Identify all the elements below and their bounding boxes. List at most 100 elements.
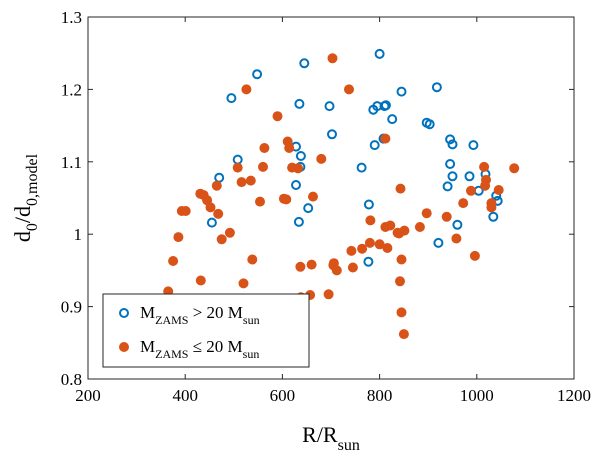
x-tick-label: 1200 — [557, 386, 591, 405]
data-point — [294, 98, 305, 109]
data-point — [259, 143, 270, 153]
data-point — [395, 183, 406, 194]
data-point — [214, 172, 225, 183]
data-point — [328, 260, 339, 271]
data-point — [327, 129, 337, 140]
legend-entry-low-mass: MZAMS ≤ 20 Msun — [119, 337, 259, 361]
data-point — [272, 111, 283, 122]
data-point — [452, 219, 463, 230]
data-point — [424, 119, 435, 130]
data-point — [396, 86, 407, 97]
data-point — [363, 199, 374, 210]
y-tick-label: 1.3 — [61, 8, 82, 27]
data-point — [206, 217, 217, 228]
data-point — [441, 211, 452, 222]
data-point — [398, 329, 409, 340]
data-point — [232, 162, 243, 173]
data-point — [247, 254, 258, 265]
data-point — [374, 239, 385, 250]
y-tick-label: 1.2 — [61, 80, 82, 99]
data-point — [451, 233, 462, 244]
data-point — [291, 180, 301, 190]
data-point — [173, 232, 184, 243]
data-point — [299, 58, 310, 69]
data-point — [344, 84, 354, 95]
data-point — [447, 139, 458, 150]
data-point — [255, 196, 265, 207]
data-point — [293, 216, 304, 227]
data-point — [385, 220, 396, 231]
data-point — [284, 143, 295, 153]
data-point — [399, 225, 410, 236]
series-low-mass — [163, 53, 520, 340]
data-point — [433, 237, 444, 248]
data-point — [323, 289, 334, 300]
data-point — [447, 171, 458, 182]
x-tick-label: 200 — [75, 386, 101, 405]
data-point — [382, 243, 393, 253]
data-point — [295, 151, 306, 161]
data-point — [493, 185, 504, 195]
data-point — [442, 181, 453, 192]
data-point — [466, 185, 476, 196]
legend-entry-high-mass: MZAMS > 20 Msun — [119, 303, 260, 327]
data-point — [396, 307, 407, 318]
data-point — [464, 171, 475, 182]
x-tick-label: 400 — [172, 386, 198, 405]
legend-marker-filled-circle — [119, 342, 129, 352]
legend-label-high-mass: MZAMS > 20 Msun — [140, 303, 260, 327]
data-point — [445, 134, 456, 145]
data-point — [211, 180, 222, 191]
data-point — [380, 133, 391, 144]
data-point — [480, 180, 491, 191]
data-point — [241, 84, 252, 95]
plot-frame — [87, 16, 575, 380]
data-point — [356, 162, 367, 173]
data-point — [509, 163, 520, 174]
data-point — [387, 114, 398, 125]
data-point — [195, 275, 206, 286]
y-tick-label: 1 — [74, 225, 83, 244]
data-point — [252, 69, 263, 80]
y-tick-label: 0.9 — [61, 298, 82, 317]
data-point — [486, 202, 497, 213]
data-point — [365, 215, 376, 226]
data-point — [396, 254, 407, 265]
data-point — [479, 161, 490, 172]
x-tick-label: 600 — [270, 386, 296, 405]
data-point — [224, 227, 235, 238]
data-point — [295, 261, 306, 272]
data-points — [163, 48, 520, 340]
data-point — [236, 177, 247, 188]
data-point — [232, 154, 243, 165]
data-point — [458, 198, 469, 209]
legend-label-low-mass: MZAMS ≤ 20 Msun — [140, 337, 259, 361]
data-point — [226, 93, 237, 104]
data-point — [213, 208, 224, 219]
data-point — [421, 208, 432, 219]
data-point — [168, 256, 179, 266]
data-point — [316, 153, 327, 164]
data-point — [346, 245, 357, 256]
data-point — [431, 82, 442, 93]
data-point — [364, 237, 375, 248]
data-point — [180, 206, 191, 216]
data-point — [445, 159, 456, 169]
y-tick-label: 0.8 — [61, 370, 82, 389]
data-point — [245, 175, 256, 186]
data-point — [308, 191, 318, 202]
data-point — [303, 203, 314, 214]
data-point — [380, 100, 391, 111]
x-tick-label: 800 — [367, 386, 393, 405]
data-point — [347, 262, 358, 273]
y-tick-label: 1.1 — [61, 153, 82, 172]
data-point — [363, 256, 374, 267]
data-point — [374, 48, 385, 59]
x-axis-title: R/Rsun — [302, 422, 360, 454]
legend: MZAMS > 20 Msun MZAMS ≤ 20 Msun — [102, 293, 310, 368]
data-point — [357, 243, 368, 254]
y-axis-title: d0/d0,model — [10, 153, 41, 242]
legend-marker-open-circle — [119, 308, 129, 318]
series-high-mass — [206, 48, 503, 267]
